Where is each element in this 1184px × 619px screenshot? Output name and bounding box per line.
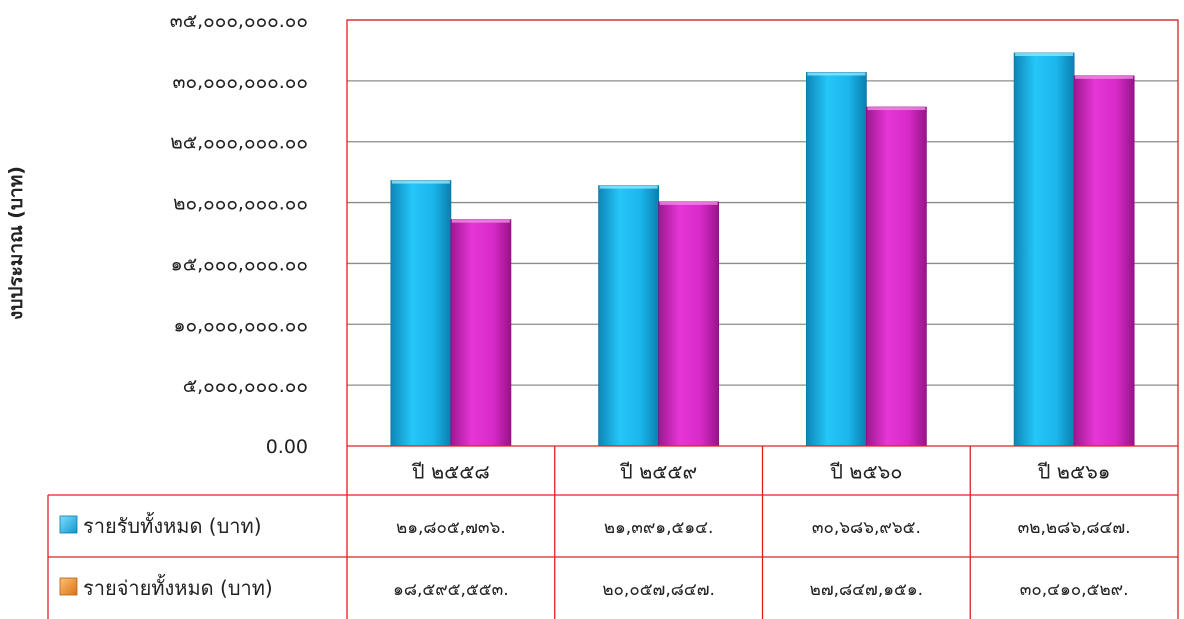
table-cell-value: ๒๑,๘๐๕,๗๓๖. <box>396 518 506 538</box>
table-cell-value: ๒๑,๓๙๑,๕๑๔. <box>604 518 714 538</box>
table-cell-value: ๑๘,๕๙๕,๕๕๓. <box>393 580 509 600</box>
x-tick-label: ปี ๒๕๕๙ <box>620 460 697 484</box>
table-cell-value: ๓๐,๖๘๖,๙๖๕. <box>812 518 921 538</box>
y-tick-label: ๒๕,๐๐๐,๐๐๐.๐๐ <box>170 132 308 154</box>
bar-top-highlight-1-2 <box>867 107 926 111</box>
table-cell-value: ๒๗,๘๔๗,๑๕๑. <box>810 580 923 600</box>
bars-layer <box>390 52 1135 447</box>
y-tick-label: ๑๕,๐๐๐,๐๐๐.๐๐ <box>171 253 308 275</box>
legend-key-expense <box>59 577 78 596</box>
table-cell-value: ๒๐,๐๕๗,๘๔๗. <box>602 580 715 600</box>
text-layer: 0.00 ๕,๐๐๐,๐๐๐.๐๐ ๑๐,๐๐๐,๐๐๐.๐๐ ๑๕,๐๐๐,๐๐๐.… <box>5 10 1131 600</box>
bar-expense-3 <box>1073 75 1135 447</box>
y-tick-label: ๓๐,๐๐๐,๐๐๐.๐๐ <box>173 71 308 93</box>
legend-label: รายรับทั้งหมด (บาท) <box>83 512 262 538</box>
bar-top-highlight-1-3 <box>1075 75 1134 79</box>
data-table <box>47 445 1179 619</box>
bar-income-1 <box>598 185 660 447</box>
bar-top-highlight-0-0 <box>391 180 450 184</box>
y-axis-title: งบประมาณ (บาท) <box>5 166 27 320</box>
plot-frame <box>346 19 1179 446</box>
bar-expense-0 <box>450 219 512 447</box>
y-tick-label: ๒๐,๐๐๐,๐๐๐.๐๐ <box>173 193 308 215</box>
bar-income-2 <box>805 72 867 447</box>
table-cell-value: ๓๐,๔๑๐,๕๒๙. <box>1020 580 1129 600</box>
bar-income-3 <box>1013 52 1075 447</box>
legend-label: รายจ่ายทั้งหมด (บาท) <box>83 574 273 600</box>
bar-top-highlight-0-3 <box>1015 53 1074 57</box>
y-tick-label: 0.00 <box>266 436 308 458</box>
bar-top-highlight-1-0 <box>451 219 510 223</box>
x-tick-label: ปี ๒๕๖๑ <box>1037 460 1110 484</box>
legend-key-income <box>59 515 78 534</box>
bar-expense-1 <box>658 201 720 447</box>
x-tick-label: ปี ๒๕๕๘ <box>412 460 490 484</box>
bar-top-highlight-1-1 <box>659 201 718 205</box>
bar-top-highlight-0-1 <box>599 185 658 189</box>
y-tick-label: ๑๐,๐๐๐,๐๐๐.๐๐ <box>173 314 308 336</box>
bar-income-0 <box>390 180 452 447</box>
y-tick-label: ๕,๐๐๐,๐๐๐.๐๐ <box>183 375 308 397</box>
x-tick-label: ปี ๒๕๖๐ <box>830 460 903 484</box>
table-cell-value: ๓๒,๒๘๖,๘๔๗. <box>1018 518 1131 538</box>
bar-expense-2 <box>865 106 927 447</box>
bar-top-highlight-0-2 <box>807 72 866 76</box>
y-tick-label: ๓๕,๐๐๐,๐๐๐.๐๐ <box>170 10 308 32</box>
